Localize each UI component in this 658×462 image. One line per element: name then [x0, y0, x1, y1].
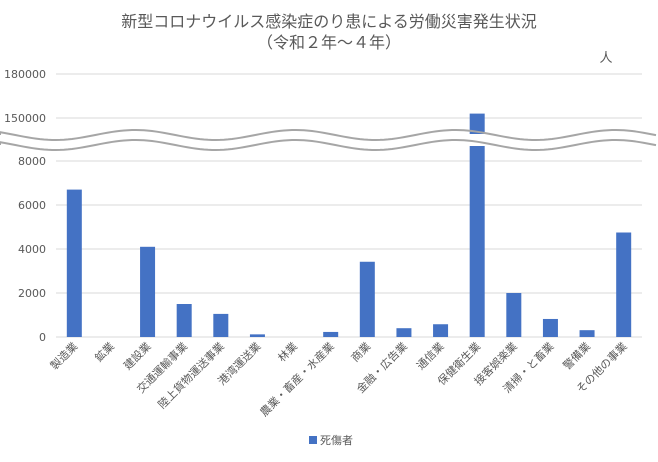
bar [140, 246, 156, 337]
y-tick-label: 2000 [18, 287, 46, 300]
bar [213, 313, 229, 337]
chart-title: 新型コロナウイルス感染症のり患による労働災害発生状況 [121, 12, 537, 31]
chart-subtitle: （令和２年～４年） [257, 33, 401, 52]
y-axis-ticks: 0 2000 4000 6000 8000 150000 180000 [4, 68, 46, 344]
bar [469, 113, 485, 337]
y-tick-label: 6000 [18, 199, 46, 212]
bar [66, 189, 82, 337]
bar [176, 304, 192, 337]
axis-break-line [0, 138, 657, 152]
x-tick-label: 商業 [348, 339, 373, 364]
unit-label: 人 [599, 51, 612, 66]
bar [542, 318, 558, 337]
x-tick-label: 鉱業 [92, 339, 117, 364]
bar [323, 331, 339, 337]
bar [506, 293, 522, 337]
x-tick-label: 製造業 [47, 339, 80, 372]
bar [396, 328, 412, 337]
x-tick-label: 通信業 [414, 340, 447, 373]
x-tick-label: 建設業 [120, 339, 153, 372]
x-tick-label: 警備業 [560, 339, 593, 372]
y-tick-label: 4000 [18, 243, 46, 256]
y-tick-label: 150000 [4, 112, 46, 125]
legend: 死傷者 [309, 433, 353, 447]
axis-break [0, 128, 658, 152]
x-tick-label: 林業 [275, 339, 300, 364]
bar [359, 261, 375, 337]
y-tick-label: 8000 [18, 155, 46, 168]
bar [616, 232, 632, 337]
x-tick-label: 陸上貨物運送事業 [155, 339, 227, 411]
y-tick-label: 0 [39, 331, 46, 344]
bar [433, 324, 449, 337]
bar [249, 334, 265, 337]
legend-swatch [309, 436, 317, 444]
y-tick-label: 180000 [4, 68, 46, 81]
bars [66, 113, 632, 337]
axis-break-line [0, 128, 657, 142]
legend-label: 死傷者 [320, 433, 353, 447]
bar [579, 330, 595, 337]
